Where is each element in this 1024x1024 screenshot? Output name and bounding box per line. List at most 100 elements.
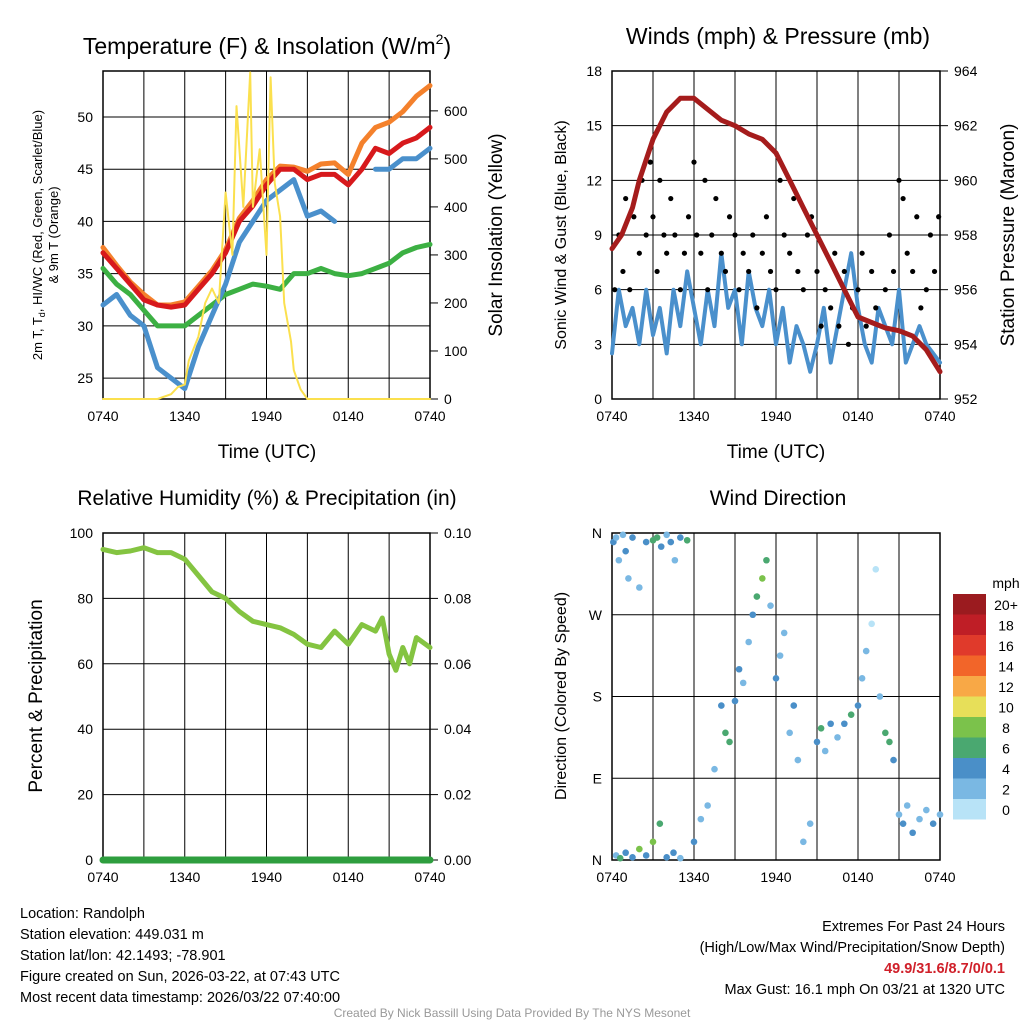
direction-point — [923, 806, 930, 814]
series-pressure — [609, 95, 943, 375]
gust-point — [855, 287, 861, 293]
x-tick-label: 1940 — [251, 869, 282, 885]
direction-point — [649, 838, 657, 846]
y-tick-label: 3 — [594, 336, 602, 352]
direction-point — [656, 820, 664, 827]
y-label-part: d — [37, 312, 47, 317]
legend-label: 4 — [1002, 761, 1010, 777]
x-tick-label: 1940 — [251, 408, 282, 424]
direction-point — [903, 802, 911, 809]
series-td — [100, 241, 433, 329]
direction-point — [722, 729, 729, 737]
gust-point — [859, 250, 865, 256]
gust-point — [620, 268, 626, 275]
gust-point — [777, 177, 783, 183]
direction-point — [834, 734, 841, 741]
x-tick-label: 0140 — [842, 408, 873, 424]
y-tick-label: 25 — [77, 370, 93, 386]
direction-point — [800, 838, 807, 846]
y2-tick-label: 962 — [954, 118, 978, 134]
y2-tick-label: 960 — [954, 172, 978, 188]
gust-point — [818, 323, 824, 329]
x-tick-label: 0740 — [87, 869, 118, 885]
y-tick-label: 30 — [77, 318, 93, 334]
direction-point — [711, 765, 718, 773]
gust-point — [754, 305, 760, 311]
created-text: Figure created on Sun, 2026-03-22, at 07… — [20, 969, 340, 985]
plot-frame — [611, 532, 941, 861]
y2-tick-label: 500 — [444, 151, 468, 167]
direction-point — [890, 756, 897, 764]
gust-point — [910, 268, 916, 275]
legend-swatch — [953, 614, 986, 635]
direction-point — [677, 854, 684, 862]
legend-swatch — [953, 737, 986, 758]
gust-point — [647, 159, 653, 165]
direction-point — [629, 853, 636, 861]
direction-point — [612, 534, 620, 541]
gust-point — [612, 287, 618, 293]
y-tick-label: 50 — [77, 109, 93, 125]
y-tick-label: 20 — [77, 787, 93, 803]
gust-point — [698, 250, 704, 256]
legend-swatch — [953, 717, 986, 738]
y-axis-label: Sonic Wind & Gust (Blue, Black) — [553, 120, 570, 349]
gust-point — [650, 214, 656, 220]
gust-point — [931, 268, 938, 275]
legend-swatch — [953, 676, 986, 697]
gust-point — [791, 195, 797, 202]
legend-swatch — [953, 778, 986, 799]
series-hi-wc — [373, 145, 433, 172]
x-axis-label: Time (UTC) — [218, 442, 317, 463]
gust-point — [882, 287, 888, 293]
gust-point — [896, 177, 902, 183]
station-info: Location: Randolph Station elevation: 44… — [20, 904, 340, 1009]
y-tick-label: 100 — [70, 525, 94, 541]
gust-point — [623, 195, 629, 202]
gust-point — [914, 214, 920, 220]
series-solar-insolation — [102, 71, 431, 400]
y-tick-label: S — [593, 689, 602, 705]
gust-point — [746, 268, 752, 275]
direction-point — [653, 534, 661, 541]
title-part: Temperature (F) & Insolation (W/m — [83, 33, 436, 59]
title-part: 2 — [436, 31, 444, 47]
direction-point — [683, 536, 691, 544]
y2-axis-label: Station Pressure (Maroon) — [998, 124, 1019, 347]
y2-tick-label: 200 — [444, 295, 468, 311]
gust-point — [845, 341, 852, 347]
x-tick-label: 1340 — [169, 408, 200, 424]
gust-point — [836, 323, 842, 329]
direction-point — [642, 852, 650, 859]
gust-point — [661, 232, 667, 238]
x-tick-label: 0740 — [87, 408, 118, 424]
credit-text: Created By Nick Bassill Using Data Provi… — [333, 1006, 691, 1020]
extremes-info: Extremes For Past 24 Hours (High/Low/Max… — [700, 917, 1005, 1001]
y-tick-label: 0 — [594, 391, 602, 407]
direction-point — [625, 575, 632, 582]
direction-point — [615, 556, 623, 564]
gust-point — [726, 214, 733, 220]
panel-3: 0 20 40 60 80 100 0.00 0.02 0.04 0.06 0.08 0.10 0740… — [26, 487, 471, 885]
direction-point — [858, 675, 866, 682]
gust-point — [732, 232, 738, 238]
legend-label: 14 — [998, 659, 1014, 675]
direction-point — [776, 652, 784, 659]
y2-tick-label: 600 — [444, 103, 468, 119]
direction-point — [663, 531, 670, 539]
gust-point — [767, 268, 774, 275]
direction-point — [670, 849, 677, 857]
legend-title: mph — [992, 575, 1019, 591]
gust-point — [863, 323, 869, 329]
x-tick-label: 0140 — [333, 869, 364, 885]
gust-point — [795, 268, 801, 275]
direction-point — [753, 593, 761, 600]
y-tick-label: 6 — [594, 282, 602, 298]
y-tick-label: N — [592, 852, 602, 868]
gust-point — [800, 287, 806, 293]
legend-swatch — [953, 758, 986, 779]
direction-point — [767, 602, 774, 609]
y2-tick-label: 300 — [444, 247, 468, 263]
x-tick-label: 0140 — [333, 408, 364, 424]
x-tick-label: 1340 — [678, 869, 709, 885]
